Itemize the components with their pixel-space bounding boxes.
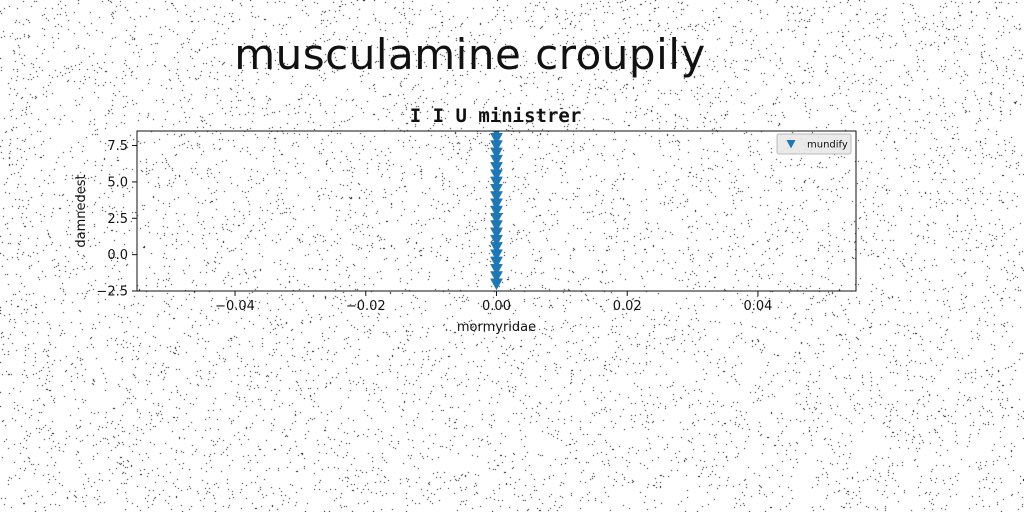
- y-tick-label: −2.5: [96, 285, 128, 300]
- y-axis-label: damnedest: [74, 174, 89, 247]
- legend-marker-triangle-down-icon: [786, 140, 796, 149]
- y-tick-label: 7.5: [107, 139, 128, 154]
- figure-suptitle: musculamine croupily: [234, 30, 706, 79]
- chart-title: I I U ministrer: [410, 105, 582, 127]
- legend: mundify: [776, 133, 852, 155]
- y-tick-label: 0.0: [107, 248, 128, 263]
- legend-entry-label: mundify: [807, 140, 848, 151]
- x-tick-label: −0.02: [346, 299, 386, 314]
- legend-box: [776, 133, 852, 155]
- x-axis-label: mormyridae: [457, 320, 536, 335]
- y-tick-label: 2.5: [107, 212, 128, 227]
- x-tick-label: 0.02: [613, 299, 642, 314]
- x-tick-label: 0.04: [743, 299, 772, 314]
- x-tick-label: 0.00: [482, 299, 511, 314]
- y-tick-label: 5.0: [107, 175, 128, 190]
- x-tick-label: −0.04: [215, 299, 255, 314]
